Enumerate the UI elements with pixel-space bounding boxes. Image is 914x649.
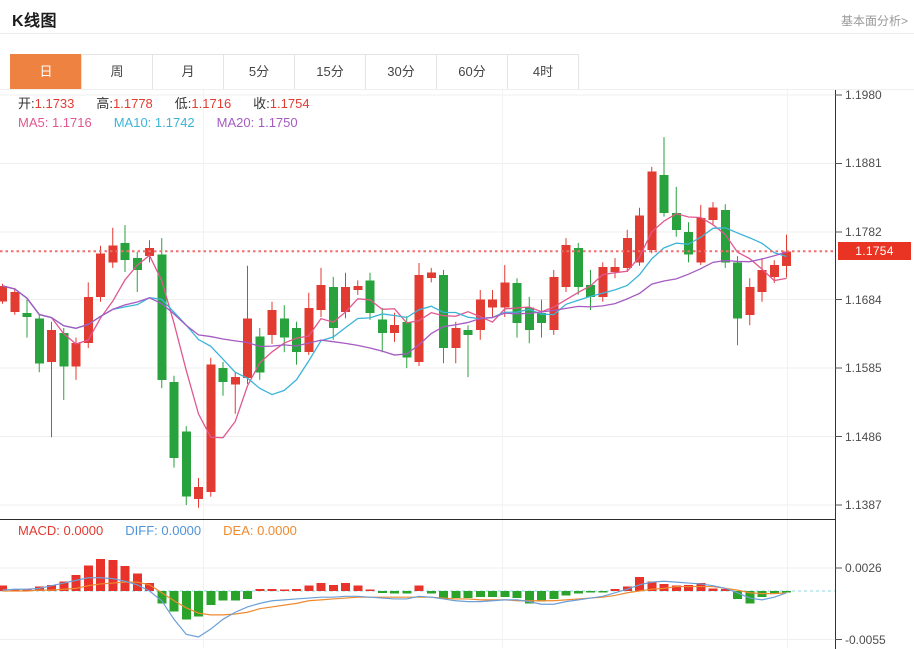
dea-line [2,581,787,616]
ma-legend: MA5: 1.1716 MA10: 1.1742 MA20: 1.1750 [18,116,320,130]
ma20-line [2,251,787,356]
tab-month[interactable]: 月 [152,54,224,90]
price-tick-label: 1.1782 [845,224,882,239]
tab-5min[interactable]: 5分 [223,54,295,90]
ohlc-legend: 开:1.1733 高:1.1778 低:1.1716 收:1.1754 [18,97,332,111]
price-tick-label: 1.1881 [845,156,882,171]
tab-week[interactable]: 周 [81,54,153,90]
ohlc-high-legend: 高:1.1778 [96,96,153,111]
ma-ma20-legend: MA20: 1.1750 [216,115,298,130]
ma5-line [2,212,787,439]
macd-dea-legend: DEA: 0.0000 [223,523,297,538]
ma10-line [2,227,787,396]
page-title: K线图 [12,13,58,30]
candles-layer [0,137,791,508]
ohlc-open-legend: 开:1.1733 [18,96,75,111]
diff-line [2,577,787,638]
tab-30min[interactable]: 30分 [365,54,437,90]
ohlc-low-legend: 低:1.1716 [174,96,232,111]
macd-macd-legend: MACD: 0.0000 [18,523,104,538]
header-divider [0,33,914,34]
ohlc-close-legend: 收:1.1754 [253,96,310,111]
macd-tick-label: 0.0026 [845,561,882,575]
price-tick-label: 1.1980 [845,88,882,102]
tabs-bottom-divider [0,89,914,90]
tab-60min[interactable]: 60分 [436,54,508,90]
price-tick-label: 1.1387 [845,498,882,512]
tab-day[interactable]: 日 [10,54,82,90]
macd-tick-label: -0.0055 [845,632,886,647]
macd-diff-legend: DIFF: 0.0000 [125,523,202,538]
fundamental-analysis-link[interactable]: 基本面分析> [840,14,908,28]
price-tick-label: 1.1585 [845,361,882,376]
price-tick-label: 1.1486 [845,429,882,444]
price-tick-label: 1.1684 [845,292,882,307]
ma-ma5-legend: MA5: 1.1716 [18,115,92,130]
tab-15min[interactable]: 15分 [294,54,366,90]
ma-ma10-legend: MA10: 1.1742 [113,115,195,130]
macd-legend: MACD: 0.0000 DIFF: 0.0000 DEA: 0.0000 [18,524,319,538]
interval-tabs: 日周月 5分 15分 30分 60分 4时 [10,54,579,90]
last-price-tag: 1.1754 [838,242,911,261]
tab-4hour[interactable]: 4时 [507,54,579,90]
